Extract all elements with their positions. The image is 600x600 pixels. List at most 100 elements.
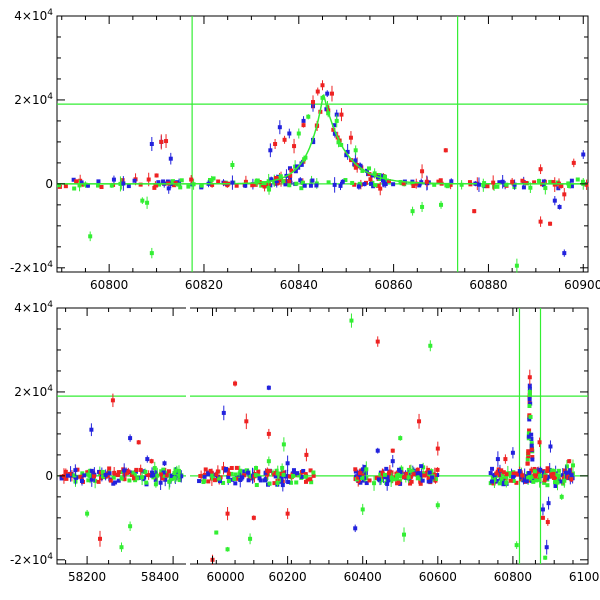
season-point bbox=[430, 475, 435, 480]
season-point bbox=[242, 473, 247, 478]
season-point bbox=[427, 470, 432, 475]
season-point bbox=[527, 478, 532, 483]
season-point bbox=[275, 480, 280, 485]
data-point-series2 bbox=[164, 139, 169, 144]
baseline-point bbox=[569, 178, 574, 183]
data-point-series2 bbox=[424, 179, 429, 184]
baseline-point bbox=[262, 184, 267, 189]
season-point bbox=[308, 468, 313, 473]
x-tick-label: 60840 bbox=[280, 278, 318, 292]
season-point bbox=[238, 478, 243, 483]
season-point bbox=[426, 475, 431, 480]
season-point bbox=[514, 471, 519, 476]
peak-point bbox=[269, 177, 274, 182]
data-point-series2 bbox=[538, 167, 543, 172]
season-point bbox=[234, 465, 239, 470]
season-point bbox=[159, 469, 164, 474]
peak-point bbox=[528, 414, 533, 419]
season-point bbox=[404, 471, 409, 476]
season-point bbox=[256, 473, 261, 478]
season-point bbox=[208, 468, 213, 473]
axis-break-top bbox=[186, 306, 190, 310]
season-point bbox=[82, 473, 87, 478]
peak-point bbox=[529, 432, 534, 437]
peak-point bbox=[336, 140, 341, 145]
peak-point bbox=[353, 165, 358, 170]
baseline-point bbox=[96, 179, 101, 184]
data-point-series2 bbox=[510, 179, 515, 184]
data-point-series1 bbox=[277, 125, 282, 130]
data-point-series1 bbox=[540, 507, 545, 512]
baseline-point bbox=[299, 186, 304, 191]
data-point-series3 bbox=[85, 511, 90, 516]
season-point bbox=[415, 476, 420, 481]
season-point bbox=[520, 473, 525, 478]
season-point bbox=[397, 467, 402, 472]
season-point bbox=[119, 470, 124, 475]
season-point bbox=[238, 468, 243, 473]
data-point-series2 bbox=[285, 511, 290, 516]
season-point bbox=[303, 472, 308, 477]
baseline-point bbox=[243, 179, 248, 184]
season-point bbox=[158, 472, 163, 477]
baseline-point bbox=[481, 183, 486, 188]
peak-point bbox=[383, 174, 388, 179]
baseline-point bbox=[96, 183, 101, 188]
data-point-series3 bbox=[420, 204, 425, 209]
baseline-point bbox=[308, 183, 313, 188]
season-point bbox=[488, 471, 493, 476]
season-point bbox=[301, 468, 306, 473]
baseline-point bbox=[210, 182, 215, 187]
data-point-series2 bbox=[244, 419, 249, 424]
season-point bbox=[511, 474, 516, 479]
season-point bbox=[274, 468, 279, 473]
season-point bbox=[72, 473, 77, 478]
baseline-point bbox=[314, 181, 319, 186]
season-point bbox=[399, 466, 404, 471]
baseline-point bbox=[166, 186, 171, 191]
season-point bbox=[149, 473, 154, 478]
season-point bbox=[245, 470, 250, 475]
season-point bbox=[535, 468, 540, 473]
baseline-point bbox=[528, 185, 533, 190]
peak-point bbox=[527, 404, 532, 409]
season-point bbox=[254, 483, 259, 488]
season-point bbox=[129, 473, 134, 478]
baseline-point bbox=[448, 182, 453, 187]
data-point-series3 bbox=[320, 95, 325, 100]
season-point bbox=[360, 473, 365, 478]
season-point bbox=[246, 478, 251, 483]
season-point bbox=[275, 471, 280, 476]
data-point-series1 bbox=[301, 118, 306, 123]
baseline-point bbox=[537, 178, 542, 183]
season-point bbox=[534, 478, 539, 483]
season-point bbox=[80, 471, 85, 476]
data-point-series1 bbox=[552, 198, 557, 203]
season-point bbox=[511, 471, 516, 476]
peak-point bbox=[360, 168, 365, 173]
peak-point bbox=[527, 417, 532, 422]
season-point bbox=[556, 468, 561, 473]
data-point-series3 bbox=[435, 503, 440, 508]
data-point-series2 bbox=[154, 173, 159, 178]
season-point bbox=[163, 477, 168, 482]
season-point bbox=[395, 477, 400, 482]
data-point-series3 bbox=[248, 536, 253, 541]
season-point bbox=[425, 470, 430, 475]
season-point bbox=[209, 473, 214, 478]
season-point bbox=[100, 469, 105, 474]
season-point bbox=[91, 474, 96, 479]
season-point bbox=[508, 474, 513, 479]
season-point bbox=[237, 471, 242, 476]
peak-point bbox=[287, 166, 292, 171]
baseline-point bbox=[243, 183, 248, 188]
season-point bbox=[273, 471, 278, 476]
baseline-point bbox=[504, 182, 509, 187]
data-point-series2 bbox=[571, 160, 576, 165]
baseline-point bbox=[72, 186, 77, 191]
season-point bbox=[103, 472, 108, 477]
season-point bbox=[392, 477, 397, 482]
baseline-point bbox=[283, 182, 288, 187]
season-point bbox=[415, 467, 420, 472]
season-point bbox=[140, 475, 145, 480]
